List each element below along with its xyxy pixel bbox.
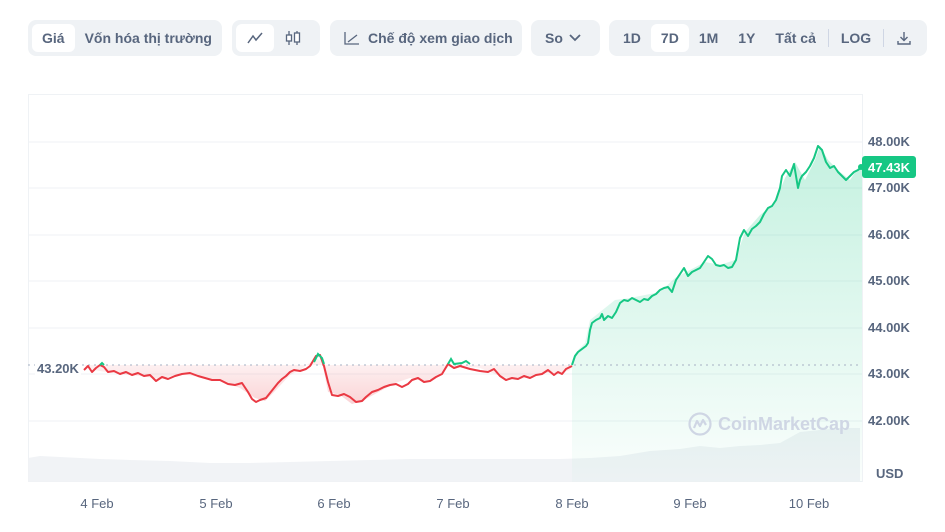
chevron-down-icon — [569, 34, 581, 42]
x-tick-6feb: 6 Feb — [317, 496, 351, 511]
watermark-text: CoinMarketCap — [718, 413, 851, 434]
range-1d[interactable]: 1D — [623, 30, 641, 46]
tab-market-cap[interactable]: Vốn hóa thị trường — [84, 30, 212, 46]
coinmarketcap-watermark: CoinMarketCap — [688, 412, 850, 436]
x-tick-4feb: 4 Feb — [80, 496, 114, 511]
coinmarketcap-logo-icon — [688, 412, 712, 436]
price-line-peak-7feb — [447, 357, 471, 366]
metric-toggle: Giá Vốn hóa thị trường — [28, 20, 222, 56]
compare-label: So — [545, 30, 563, 46]
green-fill — [572, 146, 862, 482]
price-line-peak-4feb — [99, 361, 105, 366]
compare-dropdown[interactable]: So — [531, 20, 600, 56]
trading-view-button[interactable]: Chế độ xem giao dịch — [334, 24, 523, 52]
price-line-peak-6feb — [313, 352, 325, 365]
range-all[interactable]: Tất cả — [775, 30, 816, 46]
range-1m[interactable]: 1M — [698, 30, 719, 46]
compare-button[interactable]: So — [535, 24, 591, 52]
download-icon — [897, 32, 911, 45]
y-tick-45k: 45.00K — [868, 273, 910, 288]
x-tick-9feb: 9 Feb — [673, 496, 707, 511]
y-tick-47k: 47.00K — [868, 180, 910, 195]
download-button[interactable] — [886, 24, 922, 52]
y-tick-43k: 43.00K — [868, 366, 910, 381]
range-1y[interactable]: 1Y — [738, 30, 756, 46]
line-chart-icon — [247, 32, 263, 44]
trading-view-label: Chế độ xem giao dịch — [368, 30, 513, 46]
y-tick-46k: 46.00K — [868, 227, 910, 242]
chart-toolbar: Giá Vốn hóa thị trường Chế độ xem giao d… — [0, 20, 945, 56]
range-selector: 1D 7D 1M 1Y Tất cả LOG — [609, 20, 927, 56]
line-chart-button[interactable] — [236, 24, 274, 52]
x-tick-5feb: 5 Feb — [199, 496, 233, 511]
currency-label: USD — [876, 466, 904, 481]
y-tick-42k: 42.00K — [868, 413, 910, 428]
log-scale-toggle[interactable]: LOG — [840, 30, 872, 46]
range-7d[interactable]: 7D — [650, 24, 689, 52]
y-tick-44k: 44.00K — [868, 320, 910, 335]
chart-type-toggle — [232, 20, 320, 56]
x-tick-7feb: 7 Feb — [436, 496, 470, 511]
y-tick-48k: 48.00K — [868, 134, 910, 149]
trading-view-icon — [344, 32, 359, 45]
price-line-up — [571, 145, 863, 366]
current-price-badge: 47.43K — [862, 156, 916, 178]
x-tick-8feb: 8 Feb — [555, 496, 589, 511]
candlestick-icon — [285, 31, 301, 45]
trading-view-group: Chế độ xem giao dịch — [330, 20, 522, 56]
divider — [883, 29, 885, 47]
tab-price[interactable]: Giá — [32, 24, 75, 52]
baseline-price-label: 43.20K — [35, 361, 81, 376]
divider — [827, 29, 829, 47]
x-tick-10feb: 10 Feb — [788, 496, 830, 511]
candlestick-button[interactable] — [274, 24, 312, 52]
